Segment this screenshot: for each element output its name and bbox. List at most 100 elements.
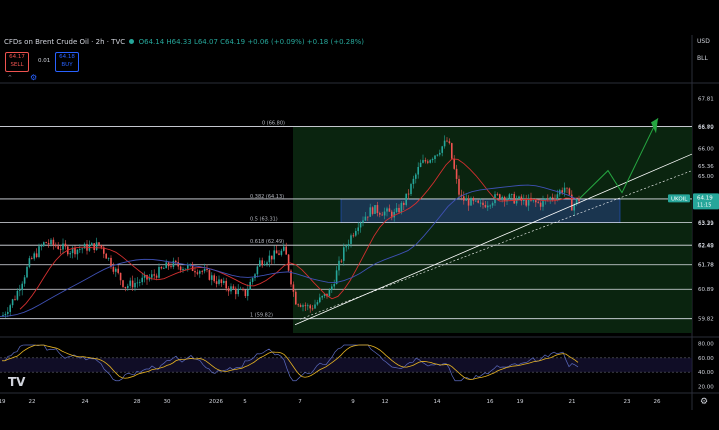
rsi-tick-label: 20.00 xyxy=(698,384,714,390)
candle-body xyxy=(335,270,338,285)
price-tick-label: 62.48 xyxy=(698,243,714,249)
currency-label[interactable]: USD xyxy=(697,38,710,45)
candle-body xyxy=(439,152,441,155)
candle-body xyxy=(299,305,302,307)
candle-body xyxy=(472,197,475,201)
market-status-icon xyxy=(129,39,135,44)
candle-body xyxy=(93,243,95,251)
candle-body xyxy=(218,279,220,284)
price-tick-label: 63.31 xyxy=(698,221,714,227)
candle-body xyxy=(215,281,218,284)
candle-body xyxy=(547,198,549,200)
candle-body xyxy=(352,235,355,237)
candle-body xyxy=(134,282,136,288)
candle-body xyxy=(304,305,307,307)
candle-body xyxy=(319,297,321,303)
rsi-tick-label: 40.00 xyxy=(698,370,714,376)
candle-body xyxy=(544,198,547,200)
candle-body xyxy=(28,258,31,267)
candle-body xyxy=(357,227,359,232)
time-tick-label: 16 xyxy=(487,399,494,405)
candle-body xyxy=(475,200,477,202)
candle-body xyxy=(331,286,333,291)
candle-body xyxy=(578,199,580,202)
candle-body xyxy=(340,260,343,262)
candle-body xyxy=(213,275,215,282)
candle-body xyxy=(367,216,369,218)
symbol-title[interactable]: CFDs on Brent Crude Oil · 2h · TVC xyxy=(4,38,126,46)
candle-body xyxy=(194,270,196,273)
time-tick-label: 5 xyxy=(243,399,247,405)
indicator-icon[interactable]: ⚙ xyxy=(30,73,38,82)
fib-label: 0.618 (62.49) xyxy=(250,239,284,245)
candle-body xyxy=(314,304,316,309)
settings-gear-icon[interactable]: ⚙ xyxy=(700,397,709,407)
candle-body xyxy=(561,190,563,193)
candle-body xyxy=(165,262,167,269)
candle-body xyxy=(479,202,482,204)
candle-body xyxy=(441,146,443,153)
candle-body xyxy=(297,304,299,306)
candle-body xyxy=(515,199,518,204)
candle-body xyxy=(417,166,419,175)
candle-body xyxy=(465,198,467,201)
candle-body xyxy=(131,280,134,288)
time-tick-label: 12 xyxy=(382,399,389,405)
candle-body xyxy=(482,202,484,205)
candle-body xyxy=(196,272,199,274)
candle-body xyxy=(187,265,189,269)
candle-body xyxy=(405,193,407,205)
candle-body xyxy=(307,305,309,307)
candle-body xyxy=(57,246,59,250)
candle-body xyxy=(81,248,83,250)
candle-body xyxy=(107,257,110,259)
buy-button[interactable]: 64.18 BUY xyxy=(55,52,79,72)
price-tick-label: 65.36 xyxy=(698,164,714,170)
fib-label: 0.382 (64.13) xyxy=(250,194,284,200)
candle-body xyxy=(549,197,551,200)
candle-body xyxy=(2,315,4,317)
fib-background xyxy=(293,126,692,333)
candle-body xyxy=(460,194,463,197)
candle-body xyxy=(127,285,129,288)
candle-body xyxy=(151,274,153,278)
candle-body xyxy=(206,268,208,271)
candle-body xyxy=(508,194,511,199)
candle-body xyxy=(520,196,523,201)
candle-body xyxy=(523,198,525,201)
candle-body xyxy=(76,249,79,255)
price-tick-label: 61.78 xyxy=(698,263,714,269)
candle-body xyxy=(350,235,352,244)
collapse-chevron-icon[interactable]: ⌃ xyxy=(7,74,13,82)
candle-body xyxy=(16,290,19,300)
candle-body xyxy=(321,295,323,298)
candle-body xyxy=(64,243,67,247)
candle-body xyxy=(436,154,439,156)
candle-body xyxy=(220,279,223,284)
candle-body xyxy=(347,243,350,247)
sell-button[interactable]: 64.17 SELL xyxy=(5,52,29,72)
unit-label[interactable]: BLL xyxy=(697,55,708,62)
candle-body xyxy=(129,280,131,286)
candle-body xyxy=(292,284,295,292)
candle-body xyxy=(182,268,184,271)
ohlc-high: H64.33 xyxy=(166,38,192,46)
time-tick-label: 30 xyxy=(164,399,171,405)
rsi-band xyxy=(0,357,692,373)
candle-body xyxy=(124,286,127,288)
candle-body xyxy=(275,250,278,254)
candle-body xyxy=(511,194,513,195)
candle-body xyxy=(484,204,487,208)
chart-header: CFDs on Brent Crude Oil · 2h · TVC O64.1… xyxy=(4,38,364,46)
candle-body xyxy=(407,193,410,195)
candle-body xyxy=(448,141,451,144)
candle-body xyxy=(223,280,225,284)
candle-body xyxy=(525,198,527,206)
candle-body xyxy=(191,264,194,271)
candle-body xyxy=(14,299,16,301)
candle-body xyxy=(225,280,227,289)
symbol-badge-label: UKOIL xyxy=(671,196,688,202)
candle-body xyxy=(487,205,489,208)
candle-body xyxy=(271,255,273,260)
